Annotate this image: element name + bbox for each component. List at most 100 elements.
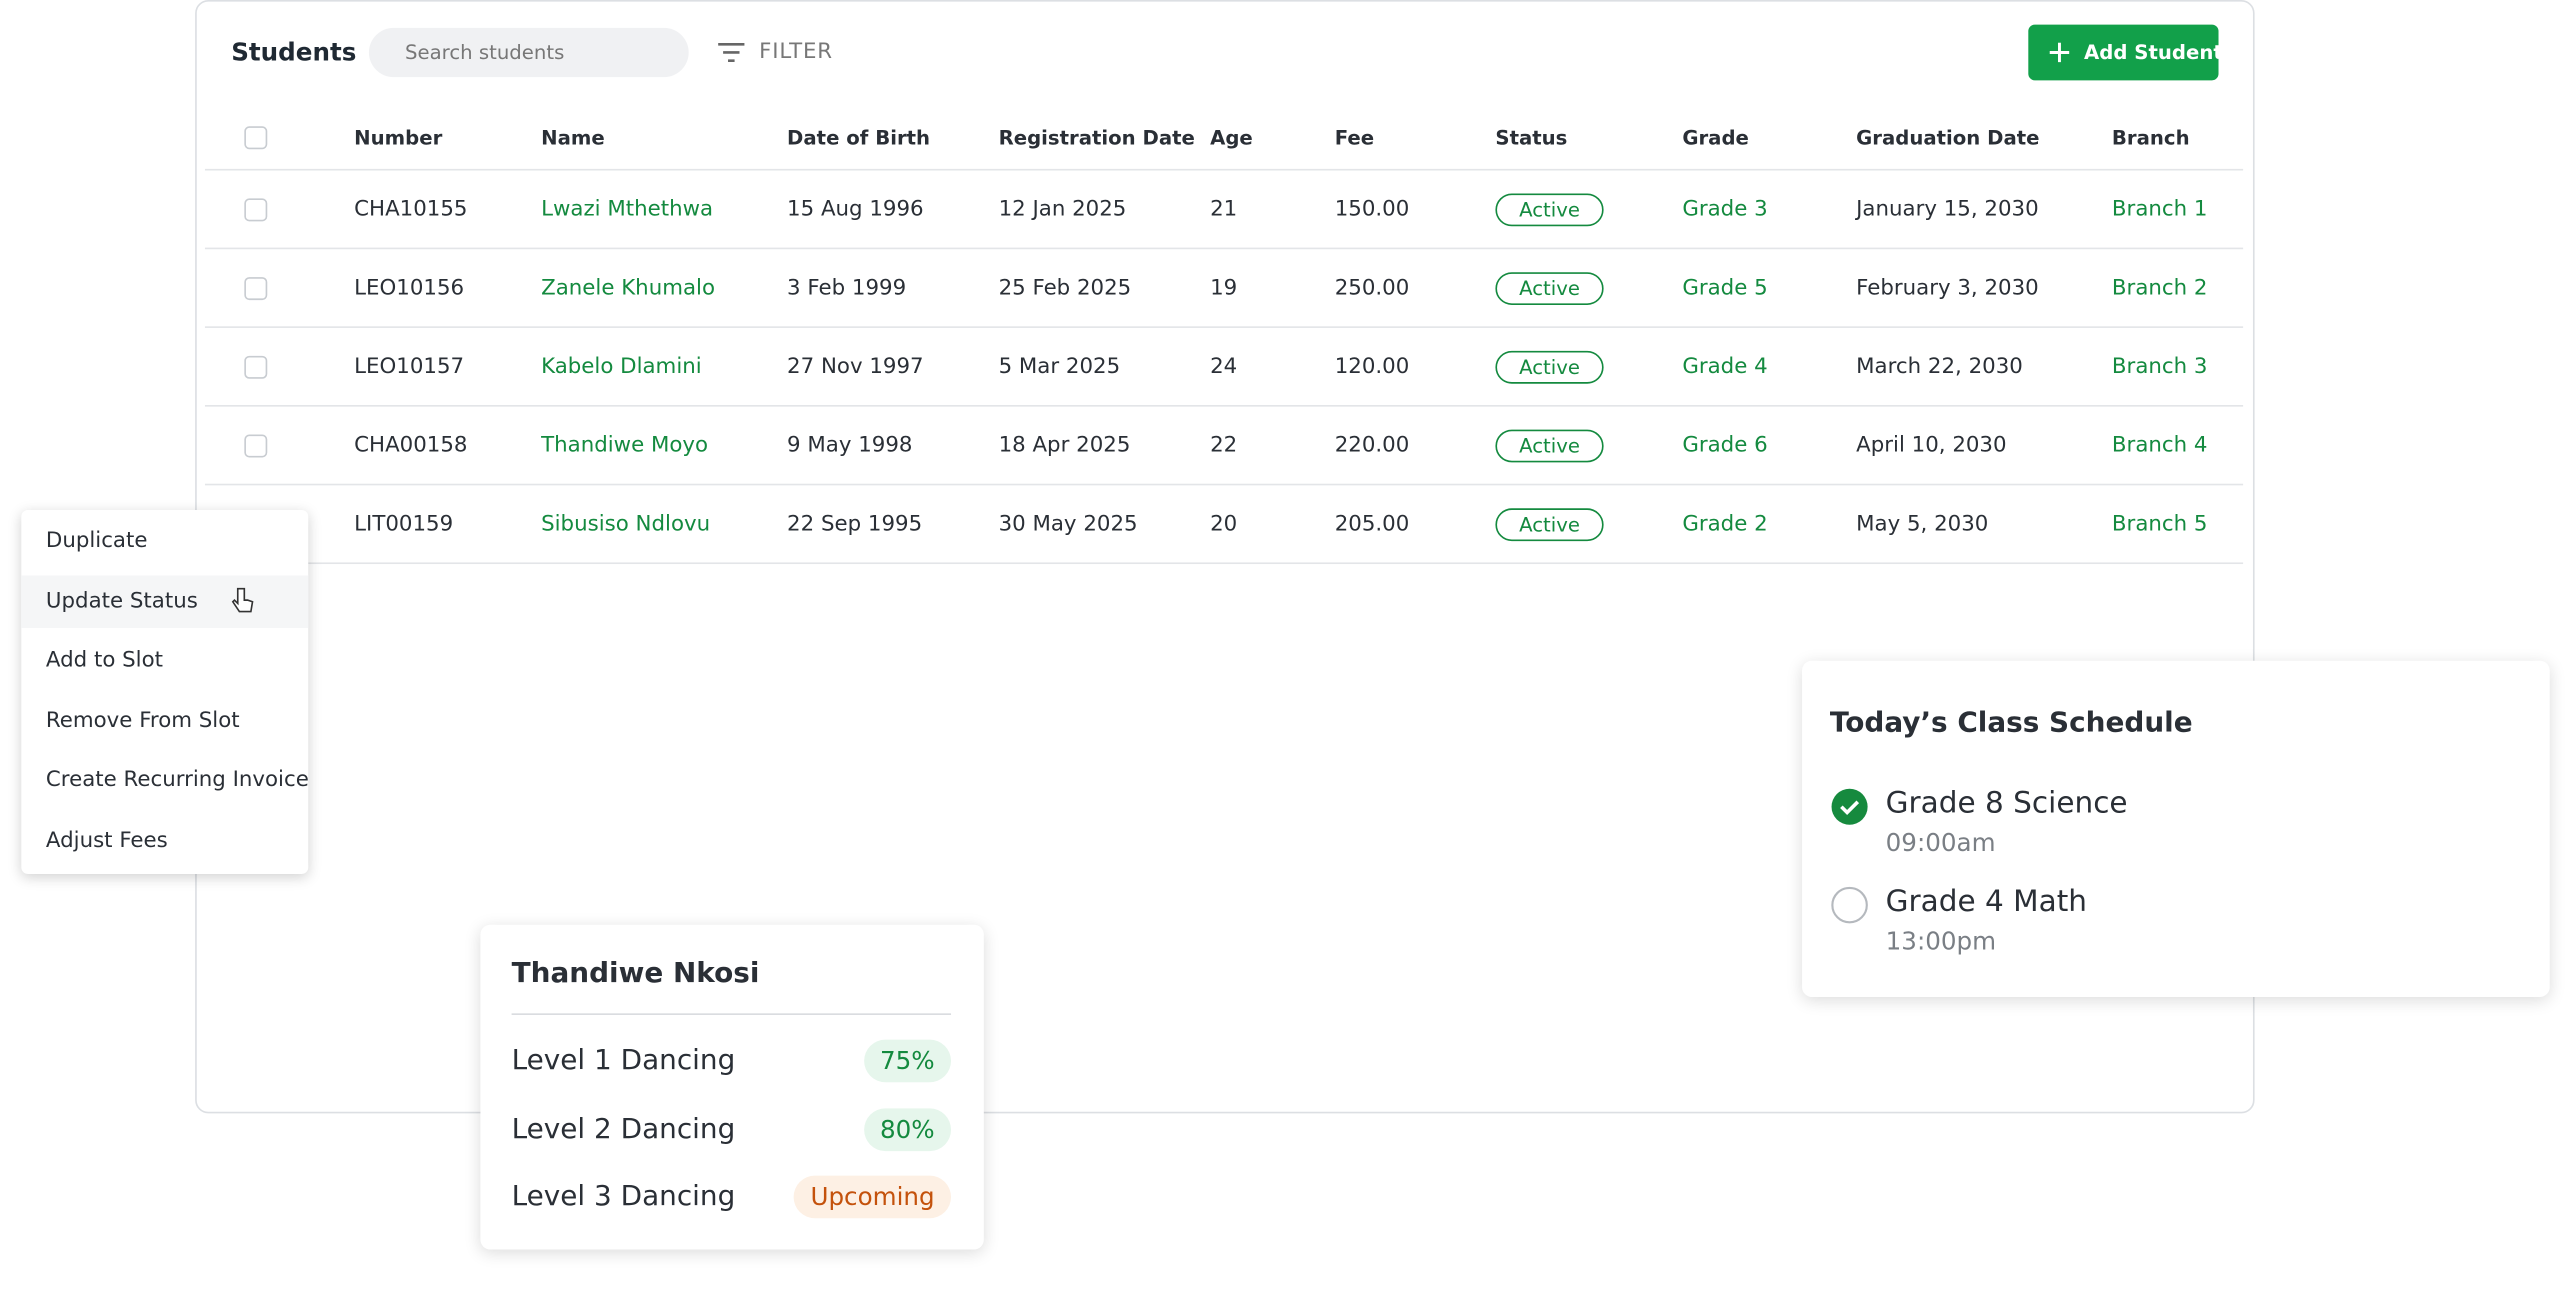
table-cell: 18 Apr 2025 xyxy=(998,433,1131,459)
table-cell: 12 Jan 2025 xyxy=(998,197,1127,223)
row-checkbox[interactable] xyxy=(244,198,268,222)
menu-item[interactable]: Create Recurring Invoice xyxy=(21,755,309,807)
table-cell[interactable]: Kabelo Dlamini xyxy=(541,354,702,380)
table-cell[interactable]: Zanele Khumalo xyxy=(541,276,716,301)
table-cell[interactable]: Grade 5 xyxy=(1682,276,1768,301)
schedule-title: Today’s Class Schedule xyxy=(1829,706,2193,740)
status-badge: Active xyxy=(1495,429,1604,463)
filter-button[interactable]: FILTER xyxy=(717,36,840,69)
table-cell: 220.00 xyxy=(1334,433,1410,459)
status-badge: Active xyxy=(1495,193,1604,227)
progress-label: Level 2 Dancing xyxy=(511,1112,736,1146)
table-cell[interactable]: Grade 6 xyxy=(1682,433,1768,459)
table-cell: 250.00 xyxy=(1334,276,1410,301)
menu-item-label: Duplicate xyxy=(45,528,148,554)
filter-label: FILTER xyxy=(759,40,833,65)
table-cell: 24 xyxy=(1210,354,1238,380)
column-header: Registration Date xyxy=(998,126,1195,150)
table-cell: CHA00158 xyxy=(354,433,468,459)
panel-title: Students xyxy=(231,37,357,68)
table-cell: May 5, 2030 xyxy=(1856,512,1989,538)
column-header: Grade xyxy=(1682,126,1749,150)
add-student-label: Add Student xyxy=(2084,40,2223,64)
row-divider xyxy=(204,405,2244,407)
class-name: Grade 8 Science xyxy=(1885,786,2128,821)
table-cell[interactable]: Branch 2 xyxy=(2111,276,2208,301)
row-checkbox[interactable] xyxy=(244,355,268,379)
table-cell: LEO10156 xyxy=(354,276,465,301)
table-cell: 22 xyxy=(1210,433,1238,459)
menu-item[interactable]: Remove From Slot xyxy=(21,695,308,747)
progress-label: Level 3 Dancing xyxy=(511,1180,736,1214)
table-cell[interactable]: Thandiwe Moyo xyxy=(541,433,709,459)
menu-item[interactable]: Add to Slot xyxy=(21,635,308,687)
menu-item-label: Adjust Fees xyxy=(45,828,168,854)
column-header: Number xyxy=(354,126,443,150)
table-cell[interactable]: Branch 5 xyxy=(2111,512,2208,538)
table-cell: February 3, 2030 xyxy=(1856,276,2039,301)
menu-item[interactable]: Update Status xyxy=(21,574,309,628)
row-divider xyxy=(204,562,2244,565)
table-cell: 205.00 xyxy=(1334,512,1410,538)
menu-item-label: Create Recurring Invoice xyxy=(45,768,309,794)
row-divider xyxy=(204,483,2244,486)
table-cell[interactable]: Grade 2 xyxy=(1682,512,1768,538)
filter-icon xyxy=(718,42,745,62)
done-icon xyxy=(1831,788,1868,825)
table-cell[interactable]: Branch 4 xyxy=(2111,433,2208,459)
menu-item-label: Add to Slot xyxy=(45,648,163,674)
plus-icon xyxy=(2049,42,2070,63)
row-divider xyxy=(204,326,2244,328)
table-cell: 19 xyxy=(1210,276,1238,301)
progress-card: Thandiwe Nkosi Level 1 Dancing 75% Level 2 … xyxy=(480,924,984,1250)
table-cell: CHA10155 xyxy=(354,197,468,223)
menu-item-label: Update Status xyxy=(45,588,198,614)
table-cell[interactable]: Branch 1 xyxy=(2111,197,2208,223)
table-cell: 3 Feb 1999 xyxy=(787,276,907,301)
table-cell: 5 Mar 2025 xyxy=(998,354,1121,380)
class-time: 13:00pm xyxy=(1885,926,1997,956)
table-cell: 9 May 1998 xyxy=(787,433,913,459)
search-input[interactable]: Search students xyxy=(368,27,689,78)
column-header: Date of Birth xyxy=(787,126,931,150)
status-badge: Active xyxy=(1495,272,1604,305)
table-cell[interactable]: Grade 3 xyxy=(1682,197,1768,223)
column-header: Graduation Date xyxy=(1856,126,2040,150)
schedule-card: Today’s Class Schedule Grade 8 Science 09:… xyxy=(1802,660,2550,997)
table-cell: 22 Sep 1995 xyxy=(787,512,923,538)
cursor-icon xyxy=(231,587,254,613)
table-cell: March 22, 2030 xyxy=(1856,354,2023,380)
progress-label: Level 1 Dancing xyxy=(511,1044,736,1078)
table-cell: LIT00159 xyxy=(354,512,454,538)
table-cell: April 10, 2030 xyxy=(1856,433,2007,459)
class-name: Grade 4 Math xyxy=(1885,884,2088,920)
menu-item-label: Remove From Slot xyxy=(45,708,240,734)
table-cell: 27 Nov 1997 xyxy=(787,354,924,380)
table-cell: 25 Feb 2025 xyxy=(998,276,1132,301)
table-cell: 120.00 xyxy=(1334,354,1410,380)
table-cell: 150.00 xyxy=(1334,197,1410,223)
add-student-button[interactable]: Add Student xyxy=(2028,24,2223,81)
table-cell: January 15, 2030 xyxy=(1856,197,2039,223)
menu-item[interactable]: Adjust Fees xyxy=(21,815,308,867)
row-checkbox[interactable] xyxy=(244,277,268,301)
table-cell[interactable]: Branch 3 xyxy=(2111,354,2208,380)
table-cell: LEO10157 xyxy=(354,354,465,380)
select-all-checkbox[interactable] xyxy=(244,126,268,150)
table-cell: 15 Aug 1996 xyxy=(787,197,924,223)
row-checkbox[interactable] xyxy=(244,434,268,458)
column-header: Branch xyxy=(2111,126,2190,150)
table-cell[interactable]: Sibusiso Ndlovu xyxy=(541,512,711,538)
table-cell[interactable]: Lwazi Mthethwa xyxy=(541,197,714,223)
column-header: Fee xyxy=(1334,126,1375,150)
table-cell[interactable]: Grade 4 xyxy=(1682,354,1768,380)
card-divider xyxy=(511,1013,952,1015)
progress-badge: 75% xyxy=(863,1039,952,1083)
table-cell: 21 xyxy=(1210,197,1238,223)
column-header: Name xyxy=(541,126,605,150)
pending-icon xyxy=(1831,886,1868,924)
menu-item[interactable]: Duplicate xyxy=(21,515,308,567)
progress-badge: 80% xyxy=(863,1107,952,1151)
